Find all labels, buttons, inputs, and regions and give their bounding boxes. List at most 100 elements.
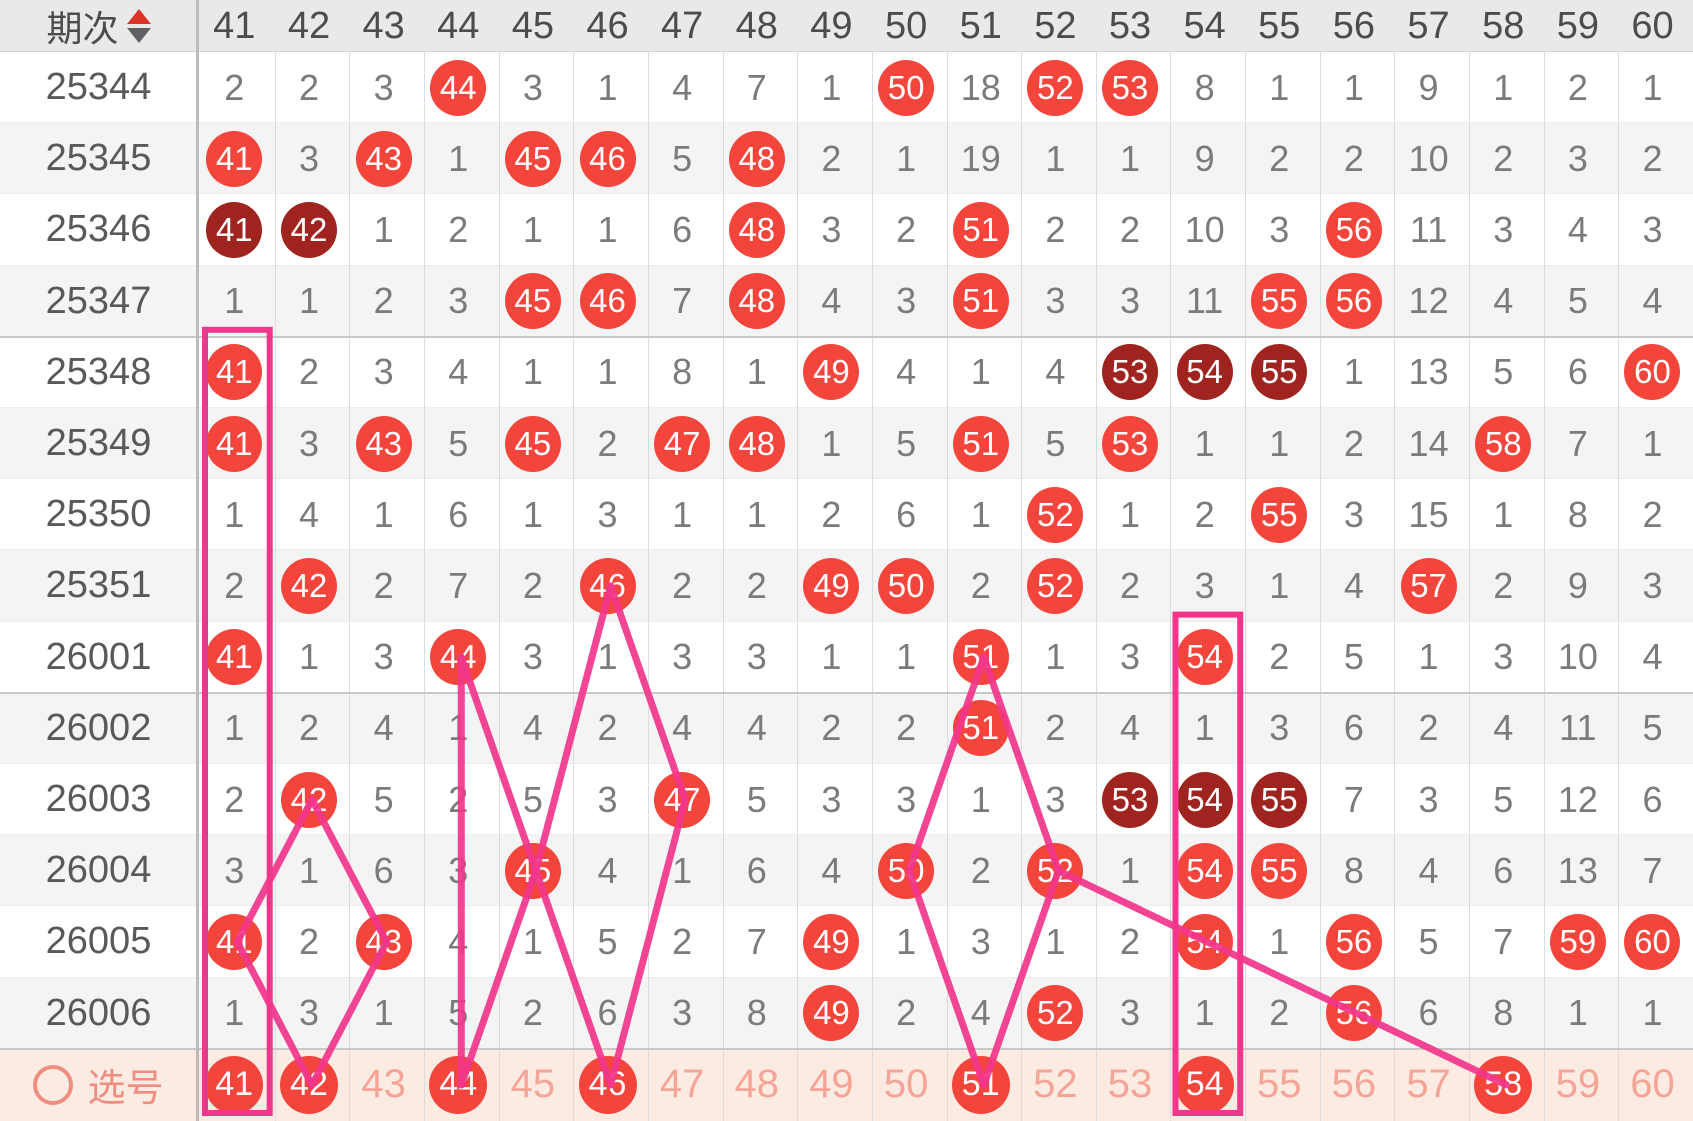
miss-count: 5	[746, 778, 767, 820]
miss-count: 3	[298, 422, 319, 464]
hit-circle: 42	[280, 557, 337, 614]
miss-count: 4	[1493, 280, 1514, 322]
miss-count: 1	[1642, 422, 1663, 464]
select-number-45[interactable]: 45	[496, 1049, 571, 1121]
cell-25345-42: 3	[272, 123, 347, 194]
miss-count: 3	[1119, 992, 1141, 1034]
cell-25351-55: 1	[1242, 550, 1317, 621]
cell-26006-43: 1	[346, 978, 421, 1049]
select-number-56[interactable]: 56	[1317, 1049, 1392, 1121]
selectable-number[interactable]: 52	[1033, 1062, 1078, 1107]
miss-count: 3	[1493, 208, 1514, 250]
selection-numbers: 41 42 43 44 45 46 47 48 49 50 51 52 53 54 55 56 57 58 59 60	[197, 1049, 1690, 1121]
cell-25344-58: 1	[1466, 52, 1541, 123]
selectable-number[interactable]: 45	[510, 1062, 556, 1107]
cell-25349-49: 1	[794, 408, 869, 479]
hit-circle: 56	[1325, 201, 1382, 258]
selectable-number[interactable]: 56	[1331, 1062, 1377, 1107]
selectable-number[interactable]: 50	[883, 1062, 929, 1107]
hit-circle: 49	[803, 557, 860, 614]
miss-count: 1	[1493, 493, 1514, 535]
select-number-57[interactable]: 57	[1391, 1049, 1466, 1121]
select-number-60[interactable]: 60	[1615, 1049, 1690, 1121]
cell-25351-52: 52	[1018, 550, 1093, 621]
select-number-42[interactable]: 42	[272, 1049, 347, 1121]
select-number-54[interactable]: 54	[1167, 1049, 1242, 1121]
miss-count: 2	[1418, 707, 1439, 749]
miss-count: 2	[597, 422, 618, 464]
selection-row-label: 选号	[87, 1068, 164, 1111]
cell-25344-42: 2	[272, 52, 347, 123]
selectable-number[interactable]: 47	[659, 1062, 705, 1107]
miss-count: 1	[1269, 564, 1290, 606]
selectable-number[interactable]: 43	[361, 1062, 406, 1107]
selectable-number[interactable]: 53	[1107, 1062, 1153, 1107]
select-number-41[interactable]: 41	[197, 1049, 272, 1121]
miss-count: 2	[1269, 137, 1290, 179]
cell-25347-58: 4	[1466, 266, 1541, 337]
select-number-51[interactable]: 51	[943, 1049, 1018, 1121]
cell-25348-44: 4	[421, 337, 496, 408]
cell-25345-52: 1	[1018, 123, 1093, 194]
miss-count: 1	[1194, 992, 1215, 1034]
miss-count: 2	[1045, 208, 1066, 250]
miss-count: 1	[597, 66, 618, 108]
column-separator	[1170, 52, 1172, 1121]
select-number-46[interactable]: 46	[570, 1049, 645, 1121]
miss-count: 1	[746, 493, 767, 535]
miss-count: 2	[1045, 707, 1066, 749]
cell-25344-48: 7	[719, 52, 794, 123]
selectable-number[interactable]: 49	[809, 1062, 854, 1107]
select-number-49[interactable]: 49	[794, 1049, 869, 1121]
cell-26001-45: 3	[496, 622, 571, 693]
hit-circle: 41	[206, 130, 263, 187]
row-cells: 41 2 3 4 1 1 8 1 49 4 1 4 53 54 55 1 13 5 6 60	[197, 337, 1690, 408]
selectable-number[interactable]: 60	[1630, 1062, 1675, 1107]
select-number-59[interactable]: 59	[1541, 1049, 1616, 1121]
select-number-50[interactable]: 50	[869, 1049, 944, 1121]
cell-25344-46: 1	[570, 52, 645, 123]
select-number-48[interactable]: 48	[719, 1049, 794, 1121]
selected-number-circle[interactable]: 44	[429, 1055, 488, 1114]
select-number-53[interactable]: 53	[1093, 1049, 1168, 1121]
cell-26006-46: 6	[570, 978, 645, 1049]
miss-count: 5	[1045, 422, 1066, 464]
sort-icon[interactable]	[126, 9, 151, 43]
cell-25344-49: 1	[794, 52, 869, 123]
select-number-47[interactable]: 47	[645, 1049, 720, 1121]
selectable-number[interactable]: 55	[1257, 1062, 1302, 1107]
selected-number-circle[interactable]: 51	[951, 1055, 1010, 1114]
cell-25347-55: 55	[1242, 266, 1317, 337]
table-row-26005: 26005 41 2 43 4 1 5 2 7 49 1 3 1 2 54 1 56 5 7 59 60	[0, 906, 1693, 978]
selected-number-circle[interactable]: 54	[1175, 1055, 1234, 1114]
miss-count: 5	[1493, 351, 1514, 393]
period-column-header[interactable]: 期次	[0, 0, 197, 52]
hit-circle: 49	[803, 985, 860, 1042]
cell-26005-50: 1	[869, 906, 944, 977]
row-cells: 1 1 2 3 45 46 7 48 4 3 51 3 3 11 55 56 12 4 5 4	[197, 266, 1690, 337]
select-number-55[interactable]: 55	[1242, 1049, 1317, 1121]
miss-count: 3	[373, 636, 394, 678]
select-number-58[interactable]: 58	[1466, 1049, 1541, 1121]
column-header-45: 45	[511, 4, 555, 47]
selected-number-circle[interactable]: 58	[1474, 1055, 1533, 1114]
cell-25345-48: 48	[719, 123, 794, 194]
cell-25351-57: 57	[1391, 550, 1466, 621]
selectable-number[interactable]: 57	[1406, 1062, 1451, 1107]
cell-25351-60: 3	[1615, 550, 1690, 621]
select-number-52[interactable]: 52	[1018, 1049, 1093, 1121]
miss-count: 2	[1194, 493, 1215, 535]
selected-number-circle[interactable]: 42	[279, 1055, 338, 1114]
cell-25349-45: 45	[496, 408, 571, 479]
miss-count: 3	[1119, 280, 1141, 322]
selected-number-circle[interactable]: 41	[205, 1055, 264, 1114]
selectable-number[interactable]: 59	[1555, 1062, 1601, 1107]
selected-number-circle[interactable]: 46	[578, 1055, 637, 1114]
select-number-44[interactable]: 44	[421, 1049, 496, 1121]
miss-count: 19	[960, 137, 1001, 179]
hit-circle: 48	[728, 130, 785, 187]
selectable-number[interactable]: 48	[734, 1062, 780, 1107]
select-number-43[interactable]: 43	[346, 1049, 421, 1121]
miss-count: 1	[896, 636, 917, 678]
miss-count: 1	[224, 493, 245, 535]
